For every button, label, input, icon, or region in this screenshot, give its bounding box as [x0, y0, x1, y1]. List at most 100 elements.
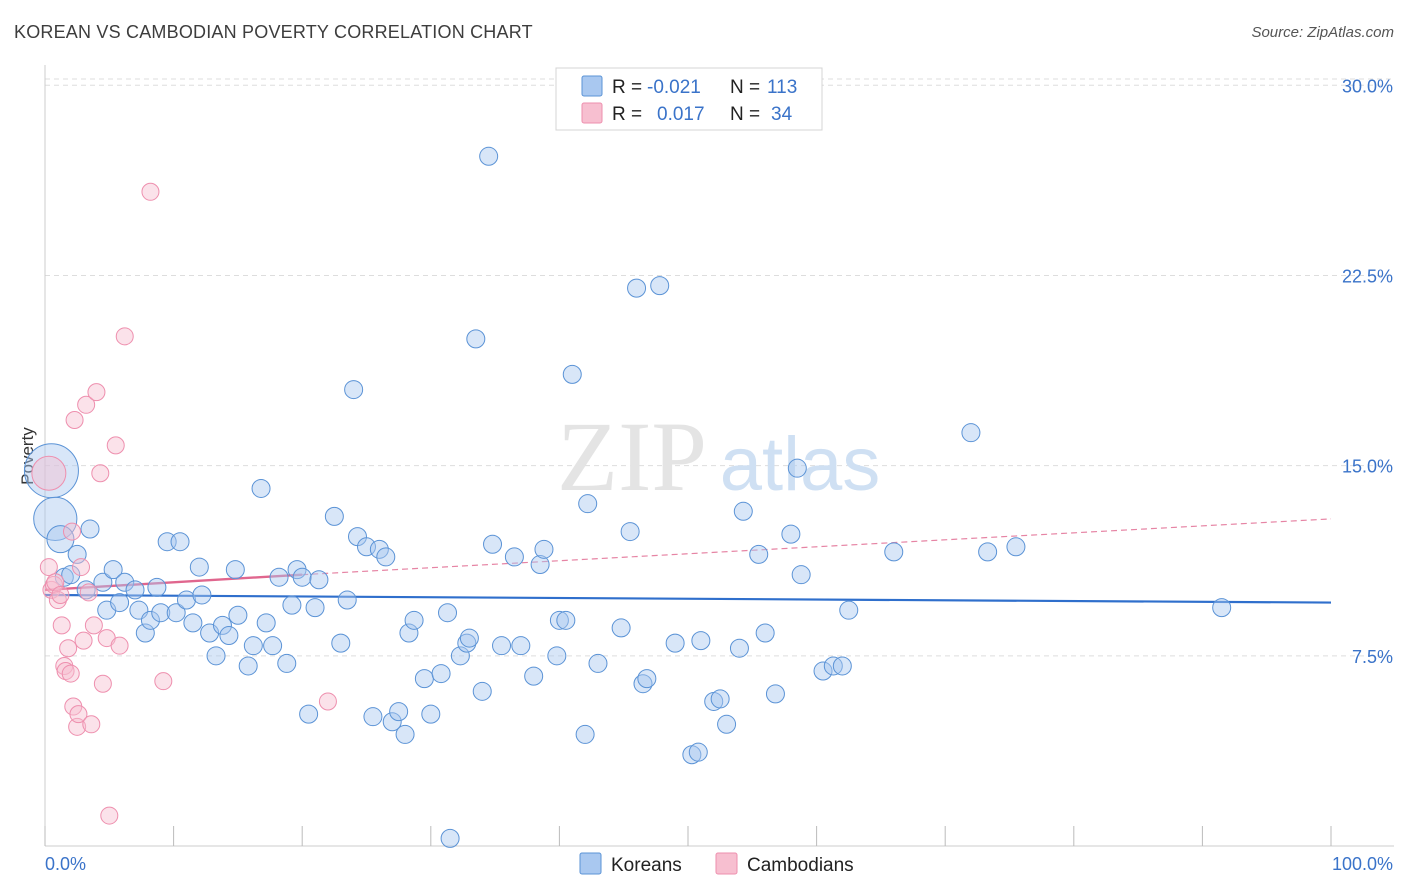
korean-point — [337, 590, 357, 610]
cambodian-point — [82, 715, 101, 734]
korean-point — [363, 707, 383, 727]
korean-point — [717, 714, 737, 734]
korean-point — [588, 653, 608, 673]
korean-point — [733, 501, 753, 521]
cambodian-point — [61, 664, 80, 683]
cambodian-point — [72, 558, 91, 577]
korean-point — [787, 458, 807, 478]
watermark-atlas: atlas — [720, 422, 881, 507]
cambodian-point — [59, 639, 78, 658]
cambodian-point — [69, 705, 88, 724]
korean-point — [269, 567, 289, 587]
cambodian-point — [93, 674, 112, 693]
grid-lines — [45, 78, 1394, 657]
korean-point — [263, 636, 283, 656]
korean-point — [466, 329, 486, 349]
korean-point — [382, 712, 402, 732]
cambodian-point — [51, 585, 70, 604]
korean-point — [76, 580, 96, 600]
korean-point — [110, 593, 130, 613]
korean-point — [530, 555, 550, 575]
korean-point — [479, 146, 499, 166]
cambodian-point — [100, 806, 119, 825]
legend-r-value-koreans: -0.021 — [647, 77, 701, 98]
korean-point — [421, 704, 441, 724]
korean-point — [206, 646, 226, 666]
korean-point — [1212, 598, 1232, 618]
korean-point — [344, 380, 364, 400]
legend-r-value-cambodians: 0.017 — [657, 104, 705, 125]
korean-point — [1006, 537, 1026, 557]
korean-point — [292, 567, 312, 587]
korean-point — [243, 636, 263, 656]
x-tick-label-start: 0.0% — [45, 854, 86, 874]
korean-point — [277, 653, 297, 673]
legend-swatch-koreans — [581, 75, 603, 97]
cambodian-point — [63, 522, 82, 541]
cambodian-point — [79, 583, 98, 602]
cambodian-point — [31, 455, 67, 491]
y-tick-label: 15.0% — [1342, 457, 1393, 477]
korean-point — [791, 565, 811, 585]
korean-point — [33, 496, 78, 541]
korean-point — [228, 605, 248, 625]
korean-point — [256, 613, 276, 633]
cambodian-point — [115, 327, 134, 346]
korean-point — [80, 519, 100, 539]
korean-point — [389, 702, 409, 722]
korean-point — [627, 278, 647, 298]
korean-point — [309, 570, 329, 590]
korean-point — [765, 684, 785, 704]
korean-point — [183, 613, 203, 633]
korean-point — [225, 560, 245, 580]
korean-point — [170, 532, 190, 552]
korean-point — [324, 506, 344, 526]
korean-point — [884, 542, 904, 562]
korean-point — [135, 623, 155, 643]
cambodian-point — [106, 436, 125, 455]
korean-point — [620, 522, 640, 542]
korean-point — [140, 610, 160, 630]
korean-point — [633, 674, 653, 694]
bottom-legend-swatch-cambodians — [715, 852, 738, 875]
korean-point — [404, 610, 424, 630]
korean-point — [299, 704, 319, 724]
korean-point — [547, 646, 567, 666]
cambodian-point — [74, 631, 93, 650]
cambodian-point — [318, 692, 337, 711]
korean-points — [23, 146, 1232, 848]
korean-point — [189, 557, 209, 577]
bottom-legend-cambodians: Cambodians — [747, 855, 854, 876]
bottom-legend: Koreans Cambodians — [579, 852, 854, 876]
korean-point — [578, 494, 598, 514]
korean-point — [103, 560, 123, 580]
korean-point — [457, 633, 477, 653]
korean-point — [219, 626, 239, 646]
korean-point — [556, 610, 576, 630]
korean-point — [46, 525, 75, 554]
legend-r-label-koreans: R = — [612, 77, 642, 98]
korean-point — [688, 742, 708, 762]
korean-point — [524, 666, 544, 686]
korean-point — [431, 664, 451, 684]
korean-point — [331, 633, 351, 653]
cambodian-point — [39, 558, 58, 577]
cambodian-trend-line-solid — [44, 573, 303, 592]
korean-point — [251, 478, 271, 498]
korean-point — [562, 364, 582, 384]
korean-point — [282, 595, 302, 615]
korean-point — [305, 598, 325, 618]
korean-point — [151, 603, 171, 623]
bottom-legend-koreans: Koreans — [611, 855, 682, 876]
y-tick-label: 30.0% — [1342, 76, 1393, 96]
chart-title: KOREAN VS CAMBODIAN POVERTY CORRELATION … — [14, 22, 533, 42]
korean-point — [749, 544, 769, 564]
korean-point — [438, 603, 458, 623]
korean-point — [166, 603, 186, 623]
korean-point — [611, 618, 631, 638]
korean-point — [93, 572, 113, 592]
cambodian-trend-line-dashed — [302, 518, 1332, 576]
korean-point — [115, 572, 135, 592]
korean-point — [61, 565, 81, 585]
